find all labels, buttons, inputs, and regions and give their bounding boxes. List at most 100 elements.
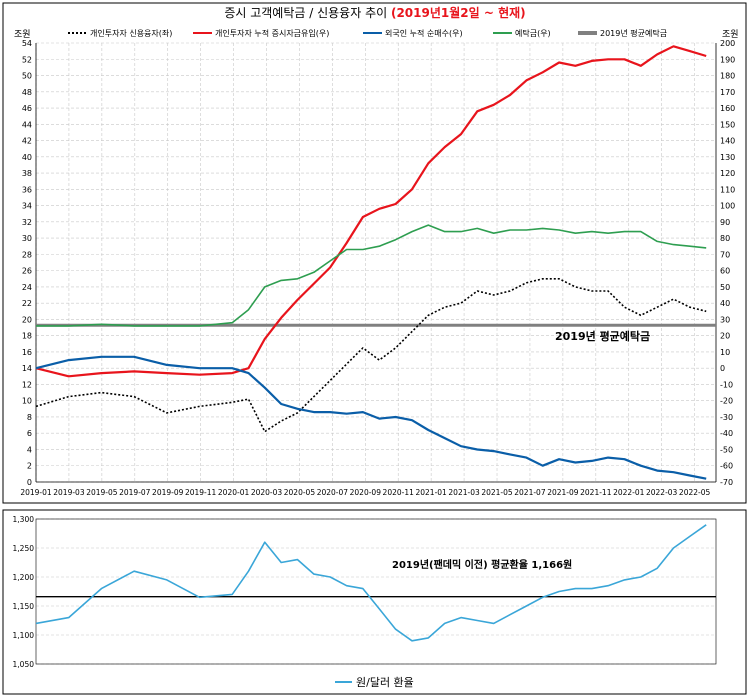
left-tick-label: 14 — [22, 364, 32, 373]
bottom-axes: 1,050 1,100 1,150 1,200 1,250 1,300 — [13, 515, 717, 669]
bottom-legend: 원/달러 환율 — [335, 676, 414, 689]
legend-label: 2019년 평균예탁금 — [600, 28, 667, 38]
left-tick-label: 16 — [22, 348, 32, 357]
x-tick-label: 2019-11 — [185, 488, 217, 497]
fx-tick-label: 1,250 — [13, 544, 35, 553]
right-tick-label: -30 — [720, 413, 733, 422]
top-legend: 개인투자자 신용융자(좌) 개인투자자 누적 증시자금유입(우) 외국인 누적 순매… — [68, 28, 667, 38]
left-tick-label: 46 — [22, 104, 32, 113]
left-tick-label: 54 — [22, 39, 32, 48]
left-tick-label: 42 — [22, 137, 32, 146]
fx-plot-frame — [35, 518, 717, 665]
x-tick-label: 2022-03 — [646, 488, 678, 497]
right-tick-label: 40 — [720, 299, 730, 308]
right-tick-label: -50 — [720, 445, 733, 454]
left-tick-label: 18 — [22, 332, 32, 341]
x-tick-label: 2020-05 — [284, 488, 316, 497]
top-chart-title: 증시 고객예탁금 / 신용융자 추이 (2019년1월2일 ~ 현재) — [224, 5, 525, 20]
right-unit-label: 조원 — [722, 29, 739, 40]
title-highlight: (2019년1월2일 ~ 현재) — [391, 5, 526, 20]
series-line-2 — [35, 355, 707, 480]
right-tick-label: 140 — [720, 137, 735, 146]
series-line-3 — [36, 224, 707, 327]
left-tick-label: 4 — [27, 445, 32, 454]
legend-item-3: 예탁금(우) — [493, 28, 551, 38]
x-tick-label: 2022-05 — [679, 488, 711, 497]
x-tick-label: 2020-03 — [251, 488, 283, 497]
left-tick-label: 2 — [27, 462, 32, 471]
x-tick-label: 2020-01 — [218, 488, 250, 497]
legend-item-4: 2019년 평균예탁금 — [578, 28, 667, 38]
x-tick-label: 2019-05 — [86, 488, 118, 497]
left-tick-label: 20 — [22, 315, 32, 324]
right-tick-label: 150 — [720, 120, 735, 129]
right-tick-label: -40 — [720, 429, 733, 438]
left-tick-label: 32 — [22, 218, 32, 227]
x-tick-label: 2021-07 — [514, 488, 546, 497]
x-tick-label: 2021-03 — [448, 488, 480, 497]
legend-item-1: 개인투자자 누적 증시자금유입(우) — [193, 28, 329, 38]
bottom-legend-label: 원/달러 환율 — [356, 676, 414, 689]
x-tick-label: 2019-01 — [20, 488, 52, 497]
x-tick-label: 2019-09 — [152, 488, 184, 497]
fx-annotation: 2019년(팬데믹 이전) 평균환율 1,166원 — [392, 558, 572, 571]
legend-label: 개인투자자 누적 증시자금유입(우) — [215, 28, 329, 38]
right-tick-label: 100 — [720, 202, 735, 211]
right-tick-label: 170 — [720, 88, 735, 97]
right-tick-label: -70 — [720, 478, 733, 487]
left-tick-label: 8 — [27, 413, 32, 422]
series-line-1 — [35, 45, 707, 378]
left-tick-label: 44 — [22, 120, 32, 129]
fx-tick-label: 1,200 — [13, 573, 35, 582]
right-tick-label: 160 — [720, 104, 735, 113]
right-tick-label: -10 — [720, 380, 733, 389]
right-tick-label: 70 — [720, 250, 730, 259]
left-tick-label: 40 — [22, 153, 32, 162]
top-axes: 0246810121416182022242628303234363840424… — [20, 39, 735, 497]
right-tick-label: 110 — [720, 185, 735, 194]
title-prefix: 증시 고객예탁금 / 신용융자 추이 — [224, 6, 391, 20]
x-tick-label: 2019-07 — [119, 488, 151, 497]
left-tick-label: 12 — [22, 380, 32, 389]
right-tick-label: 190 — [720, 55, 735, 64]
fx-tick-label: 1,150 — [13, 602, 35, 611]
right-tick-label: -60 — [720, 462, 733, 471]
left-tick-label: 48 — [22, 88, 32, 97]
right-tick-label: 60 — [720, 267, 730, 276]
right-tick-label: 130 — [720, 153, 735, 162]
x-tick-label: 2021-01 — [415, 488, 447, 497]
top-panel-frame — [2, 2, 747, 504]
x-tick-label: 2022-01 — [613, 488, 645, 497]
x-tick-label: 2021-11 — [580, 488, 612, 497]
left-tick-label: 0 — [27, 478, 32, 487]
right-tick-label: 20 — [720, 332, 730, 341]
left-tick-label: 50 — [22, 72, 32, 81]
right-tick-label: 50 — [720, 283, 730, 292]
right-tick-label: 0 — [720, 364, 725, 373]
fx-tick-label: 1,300 — [13, 515, 35, 524]
right-tick-label: -20 — [720, 397, 733, 406]
legend-label: 개인투자자 신용융자(좌) — [90, 28, 172, 38]
left-tick-label: 24 — [22, 283, 32, 292]
x-tick-label: 2021-05 — [481, 488, 513, 497]
left-tick-label: 36 — [22, 185, 32, 194]
x-tick-label: 2019-03 — [53, 488, 85, 497]
left-tick-label: 34 — [22, 202, 32, 211]
right-tick-label: 80 — [720, 234, 730, 243]
legend-item-2: 외국인 누적 순매수(우) — [363, 28, 463, 38]
legend-item-0: 개인투자자 신용융자(좌) — [68, 28, 172, 38]
left-tick-label: 6 — [27, 429, 32, 438]
left-tick-label: 52 — [22, 55, 32, 64]
right-tick-label: 10 — [720, 348, 730, 357]
legend-label: 외국인 누적 순매수(우) — [385, 28, 463, 38]
fx-series-line — [35, 524, 707, 642]
right-tick-label: 30 — [720, 315, 730, 324]
left-unit-label: 조원 — [14, 29, 31, 40]
x-tick-label: 2020-09 — [350, 488, 382, 497]
fx-tick-label: 1,050 — [13, 660, 35, 669]
x-tick-label: 2021-09 — [547, 488, 579, 497]
reference-annotation: 2019년 평균예탁금 — [555, 329, 650, 343]
left-tick-label: 26 — [22, 267, 32, 276]
